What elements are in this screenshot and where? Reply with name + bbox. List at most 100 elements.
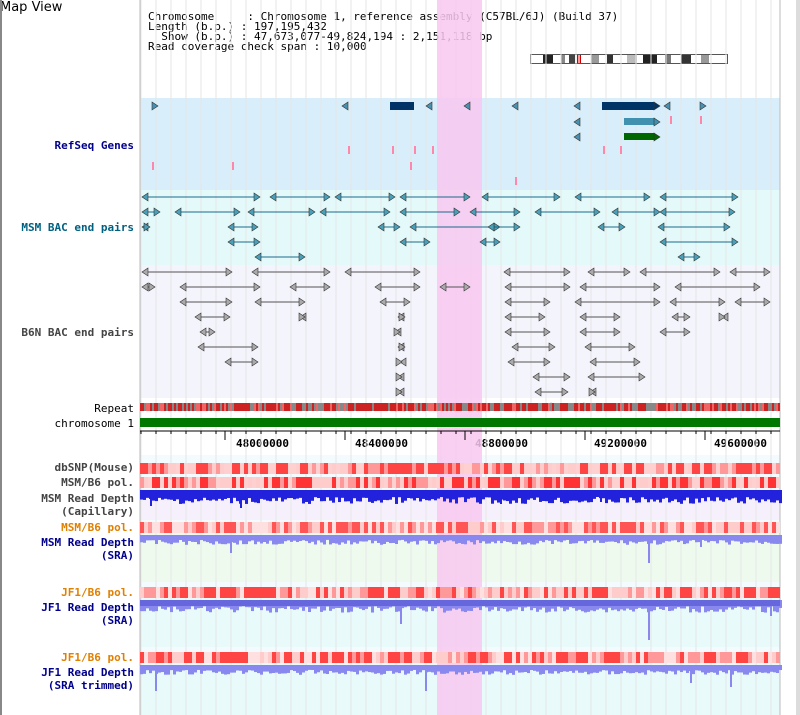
read-depth-bar: [692, 490, 695, 504]
heat-strip-cell: [364, 463, 368, 474]
read-depth-bar: [779, 600, 782, 608]
repeat-segment: [402, 403, 404, 411]
read-depth-bar: [140, 535, 143, 543]
heat-strip-cell: [524, 522, 528, 533]
read-depth-bar: [233, 600, 236, 613]
msm-bac-end-arrow: [659, 192, 667, 202]
read-depth-spike: [400, 600, 402, 624]
repeat-segment: [502, 403, 504, 411]
heat-strip-cell: [408, 477, 412, 488]
refseq-gene-arrow: [653, 101, 661, 111]
read-depth-bar: [587, 535, 590, 541]
read-depth-bar: [302, 535, 305, 541]
msm-bac-end-arrow: [409, 222, 417, 232]
heat-strip-cell: [752, 463, 756, 474]
heat-strip-cell: [224, 587, 228, 598]
track-label-msm-depth-cap-line1[interactable]: MSM Read Depth: [41, 492, 134, 505]
read-depth-bar: [686, 665, 689, 673]
heat-strip-cell: [204, 587, 208, 598]
heat-strip-cell: [664, 463, 668, 474]
right-scroll-strip[interactable]: [796, 0, 800, 715]
heat-strip-cell: [772, 477, 776, 488]
heat-strip-cell: [776, 652, 780, 663]
track-label-msm-depth-sra-line1[interactable]: MSM Read Depth: [41, 536, 134, 549]
heat-strip-cell: [652, 522, 656, 533]
read-depth-bar: [332, 535, 335, 544]
heat-strip-cell: [512, 477, 516, 488]
heat-strip-cell: [256, 652, 260, 663]
heat-strip-cell: [572, 587, 576, 598]
heat-strip-cell: [756, 522, 760, 533]
heat-strip-cell: [236, 652, 240, 663]
read-depth-bar: [329, 535, 332, 545]
heat-strip-cell: [524, 587, 528, 598]
b6n-bac-end-arrow: [323, 282, 331, 292]
heat-strip-cell: [448, 522, 452, 533]
b6n-bac-end-arrow: [659, 327, 667, 337]
msm-bac-end-arrow: [247, 207, 255, 217]
read-depth-bar: [647, 665, 650, 671]
read-depth-bar: [563, 490, 566, 504]
track-label-msm-b6-pol-1[interactable]: MSM/B6 pol.: [61, 476, 134, 489]
heat-strip-cell: [508, 477, 512, 488]
heat-strip-cell: [676, 652, 680, 663]
msm-bac-end-arrow: [487, 222, 495, 232]
read-depth-bar: [212, 535, 215, 545]
repeat-segment: [264, 403, 266, 411]
track-label-jf1-depth-trim-line1[interactable]: JF1 Read Depth: [41, 666, 134, 679]
read-depth-bar: [482, 665, 485, 675]
read-depth-bar: [371, 600, 374, 613]
read-depth-bar: [404, 665, 407, 675]
repeat-segment: [768, 403, 770, 411]
read-depth-bar: [140, 665, 143, 675]
track-label-refseq[interactable]: RefSeq Genes: [54, 139, 134, 152]
read-depth-bar: [488, 535, 491, 544]
heat-strip-cell: [704, 463, 708, 474]
b6n-bac-end-arrow: [141, 267, 149, 277]
heat-strip-cell: [472, 463, 476, 474]
heat-strip-cell: [720, 477, 724, 488]
read-depth-bar: [407, 665, 410, 674]
repeat-segment: [302, 403, 304, 411]
heat-strip-cell: [688, 463, 692, 474]
heat-strip-cell: [368, 463, 372, 474]
heat-strip-cell: [736, 477, 740, 488]
heat-strip-cell: [716, 522, 720, 533]
heat-strip-cell: [400, 652, 404, 663]
read-depth-bar: [200, 665, 203, 674]
b6n-bac-end-arrow: [141, 282, 149, 292]
heat-strip-cell: [412, 477, 416, 488]
read-depth-bar: [182, 665, 185, 671]
b6n-bac-end-arrow: [674, 282, 682, 292]
heat-strip-cell: [356, 522, 360, 533]
track-label-jf1-b6-pol-1[interactable]: JF1/B6 pol.: [61, 586, 134, 599]
track-label-msm-b6-pol-2[interactable]: MSM/B6 pol.: [61, 521, 134, 534]
msm-bac-end-arrow: [731, 192, 739, 202]
read-depth-bar: [710, 535, 713, 541]
read-depth-bar: [344, 665, 347, 675]
read-depth-bar: [374, 665, 377, 674]
heat-strip-cell: [272, 463, 276, 474]
b6n-bac-end-arrow: [251, 267, 259, 277]
heat-strip-cell: [304, 477, 308, 488]
read-depth-bar: [170, 600, 173, 613]
track-label-msm-bac[interactable]: MSM BAC end pairs: [21, 221, 134, 234]
heat-strip-cell: [188, 522, 192, 533]
heat-strip-cell: [316, 587, 320, 598]
b6n-bac-end-arrow: [254, 297, 262, 307]
ideogram-position-marker[interactable]: [577, 55, 581, 63]
track-label-b6n-bac[interactable]: B6N BAC end pairs: [21, 326, 134, 339]
read-depth-bar: [623, 665, 626, 671]
track-label-jf1-b6-pol-2[interactable]: JF1/B6 pol.: [61, 651, 134, 664]
heat-strip-cell: [388, 477, 392, 488]
heat-strip-cell: [604, 463, 608, 474]
read-depth-bar: [458, 665, 461, 673]
read-depth-bar: [284, 665, 287, 674]
repeat-segment: [260, 403, 262, 411]
heat-strip-cell: [656, 477, 660, 488]
heat-strip-cell: [556, 463, 560, 474]
track-label-jf1-depth-sra-line1[interactable]: JF1 Read Depth: [41, 601, 134, 614]
track-label-dbsnp[interactable]: dbSNP(Mouse): [54, 461, 134, 474]
heat-strip-cell: [616, 522, 620, 533]
